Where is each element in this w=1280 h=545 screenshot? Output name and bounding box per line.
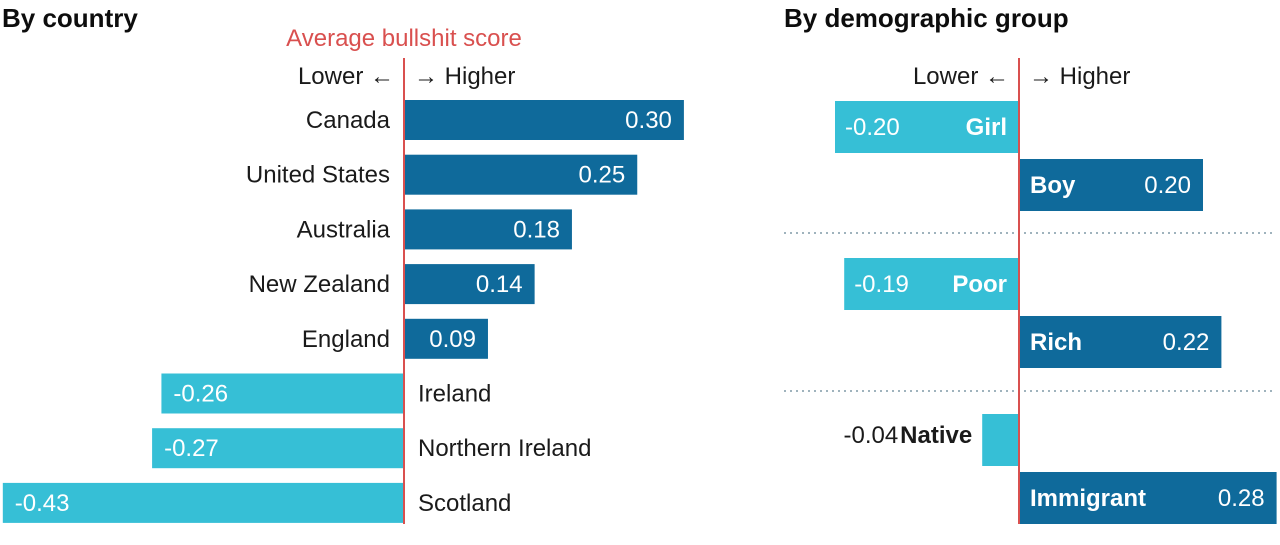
bar-girl [835,101,1019,153]
value-label-australia: 0.18 [513,216,560,243]
average-score-label: Average bullshit score [286,25,522,52]
bar-england [404,318,488,359]
value-label-scotland: -0.43 [15,490,70,517]
category-label-immigrant: Immigrant [1030,485,1146,512]
category-label-united-states: United States [246,162,390,189]
country-bars: Canada 0.30 United States 0.25 Australia 0.18… [2,100,684,523]
bar-rich [1019,316,1222,368]
country-panel-title: By country [2,3,138,33]
bar-poor [844,258,1019,310]
category-label-northern-ireland: Northern Ireland [418,435,591,462]
category-label-canada: Canada [306,107,391,134]
bar-united-states [404,154,638,195]
category-label-ireland: Ireland [418,381,491,408]
category-label-boy: Boy [1030,172,1076,199]
value-label-native: -0.04 [843,422,898,449]
value-label-northern-ireland: -0.27 [164,435,219,462]
bar-scotland [2,482,405,523]
country-lower-label: Lower ← [298,63,394,90]
demographic-higher-label: → Higher [1029,63,1130,90]
value-label-united-states: 0.25 [579,162,626,189]
country-higher-label: → Higher [414,63,515,90]
category-label-girl: Girl [966,114,1007,141]
category-label-native: Native [900,422,972,449]
category-label-poor: Poor [952,271,1007,298]
value-label-immigrant: 0.28 [1218,485,1265,512]
value-label-ireland: -0.26 [173,381,228,408]
bar-immigrant [1019,472,1277,524]
category-label-australia: Australia [297,216,391,243]
bar-new-zealand [404,264,535,305]
bar-ireland [161,373,404,414]
category-label-england: England [302,326,390,353]
demographic-panel-title: By demographic group [784,3,1069,33]
category-label-rich: Rich [1030,329,1082,356]
bar-boy [1019,159,1203,211]
value-label-rich: 0.22 [1163,329,1210,356]
category-label-scotland: Scotland [418,490,511,517]
demographic-lower-label: Lower ← [913,63,1009,90]
value-label-england: 0.09 [429,326,476,353]
value-label-canada: 0.30 [625,107,672,134]
value-label-poor: -0.19 [854,271,909,298]
bar-canada [404,100,684,140]
bar-australia [404,209,572,250]
demographic-bars: Girl -0.20 Boy 0.20 Poor -0.19 Rich 0.22 Native-… [835,101,1277,524]
value-label-new-zealand: 0.14 [476,271,523,298]
category-label-new-zealand: New Zealand [249,271,390,298]
bar-native [982,414,1019,466]
value-label-boy: 0.20 [1144,172,1191,199]
value-label-girl: -0.20 [845,114,900,141]
bar-northern-ireland [152,428,404,469]
